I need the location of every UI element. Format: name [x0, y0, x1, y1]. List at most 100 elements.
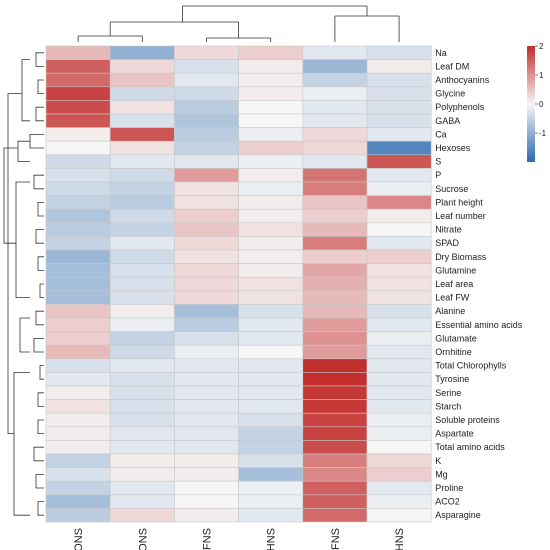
- row-label: Ca: [435, 129, 447, 139]
- heatmap-cell: [109, 86, 175, 101]
- dendrogram-branch: [37, 79, 44, 94]
- heatmap-cell: [109, 140, 175, 156]
- heatmap-cell: [174, 385, 239, 400]
- heatmap-cell: [109, 317, 175, 332]
- heatmap-cell: [174, 494, 239, 509]
- heatmap-cell: [302, 358, 368, 373]
- heatmap-cell: [366, 508, 432, 523]
- heatmap-cell: [45, 86, 111, 101]
- heatmap-cell: [109, 72, 175, 88]
- legend-tick-label: 0: [539, 100, 544, 109]
- heatmap-cell: [366, 344, 432, 360]
- heatmap-cell: [302, 494, 368, 509]
- heatmap-cell: [45, 45, 111, 60]
- heatmap-cell: [174, 154, 239, 169]
- heatmap-cell: [238, 59, 304, 74]
- color-legend: 2 1 0 -1: [527, 42, 547, 162]
- heatmap-cell: [238, 72, 304, 88]
- heatmap-cell: [366, 372, 432, 387]
- heatmap-cell: [302, 113, 368, 128]
- row-label: Total Chlorophylls: [435, 361, 507, 371]
- heatmap-cell: [366, 263, 432, 278]
- heatmap-cell: [366, 113, 432, 128]
- heatmap-cell: [45, 195, 111, 210]
- heatmap-cell: [45, 222, 111, 237]
- heatmap-cell: [302, 453, 368, 468]
- heatmap-cell: [302, 127, 368, 142]
- heatmap-cell: [109, 195, 175, 210]
- heatmap-cell: [302, 412, 368, 428]
- heatmap-cell: [366, 100, 432, 115]
- heatmap-cell: [109, 508, 175, 523]
- row-label: Leaf area: [435, 279, 473, 289]
- heatmap-cell: [109, 467, 175, 482]
- heatmap-cell: [238, 168, 304, 183]
- heatmap-cell: [366, 72, 432, 88]
- row-dendrogram: [3, 52, 44, 516]
- row-label: Aspartate: [435, 429, 474, 439]
- dendrogram-branch: [37, 501, 44, 516]
- dendrogram-branch: [39, 365, 44, 380]
- heatmap-cell: [174, 480, 239, 496]
- heatmap-cell: [302, 385, 368, 400]
- heatmap-cell: [45, 208, 111, 224]
- heatmap-cell: [366, 195, 432, 210]
- heatmap-cell: [302, 154, 368, 169]
- heatmap-cell: [366, 453, 432, 468]
- heatmap-cell: [109, 45, 175, 60]
- row-label: ACO2: [435, 497, 460, 507]
- heatmap-cell: [174, 453, 239, 468]
- column-dendrogram: [77, 5, 400, 42]
- heatmap-cell: [45, 304, 111, 319]
- row-label: Glycine: [435, 89, 465, 99]
- heatmap-cell: [302, 304, 368, 319]
- heatmap-cell: [238, 127, 304, 142]
- heatmap-cell: [238, 154, 304, 169]
- row-label: Sucrose: [435, 184, 468, 194]
- heatmap-cell: [238, 412, 304, 428]
- heatmap-cell: [174, 372, 239, 387]
- heatmap-cell: [366, 127, 432, 142]
- row-label: K: [435, 456, 441, 466]
- heatmap-cell: [238, 100, 304, 115]
- heatmap-cell: [109, 127, 175, 142]
- heatmap-cell: [302, 72, 368, 88]
- row-label: Glutamine: [435, 265, 476, 275]
- dendrogram-branch: [37, 256, 44, 271]
- heatmap-cell: [238, 494, 304, 509]
- dendrogram-branch: [13, 372, 30, 516]
- heatmap-cell: [109, 290, 175, 305]
- dendrogram-branch: [21, 59, 30, 122]
- heatmap-cell: [174, 317, 239, 332]
- heatmap-cell: [45, 385, 111, 400]
- row-label: Proline: [435, 483, 463, 493]
- heatmap-cell: [366, 222, 432, 237]
- heatmap-cell: [45, 494, 111, 509]
- dendrogram-branch: [37, 392, 44, 407]
- column-label: PE-HNS: [394, 528, 406, 550]
- row-label: Tyrosine: [435, 374, 469, 384]
- heatmap-cell: [366, 236, 432, 251]
- column-label: C-HNS: [266, 528, 278, 550]
- heatmap-cell: [109, 236, 175, 251]
- heatmap-cell: [45, 412, 111, 428]
- heatmap-cell: [45, 317, 111, 332]
- row-label: S: [435, 157, 441, 167]
- heatmap-cell: [238, 222, 304, 237]
- row-label: Hexoses: [435, 143, 471, 153]
- heatmap-cell: [174, 344, 239, 360]
- heatmap-cell: [109, 358, 175, 373]
- heatmap-cell: [174, 86, 239, 101]
- heatmap-cell: [366, 86, 432, 101]
- heatmap-cell: [302, 222, 368, 237]
- heatmap-cell: [45, 467, 111, 482]
- heatmap-cell: [366, 304, 432, 319]
- dendrogram-branch: [19, 317, 30, 353]
- heatmap-cell: [174, 249, 239, 264]
- heatmap-cell: [109, 263, 175, 278]
- heatmap-cell: [45, 508, 111, 523]
- heatmap-cell: [238, 304, 304, 319]
- heatmap-cell: [302, 59, 368, 74]
- heatmap-cell: [238, 399, 304, 414]
- heatmap-cell: [45, 276, 111, 292]
